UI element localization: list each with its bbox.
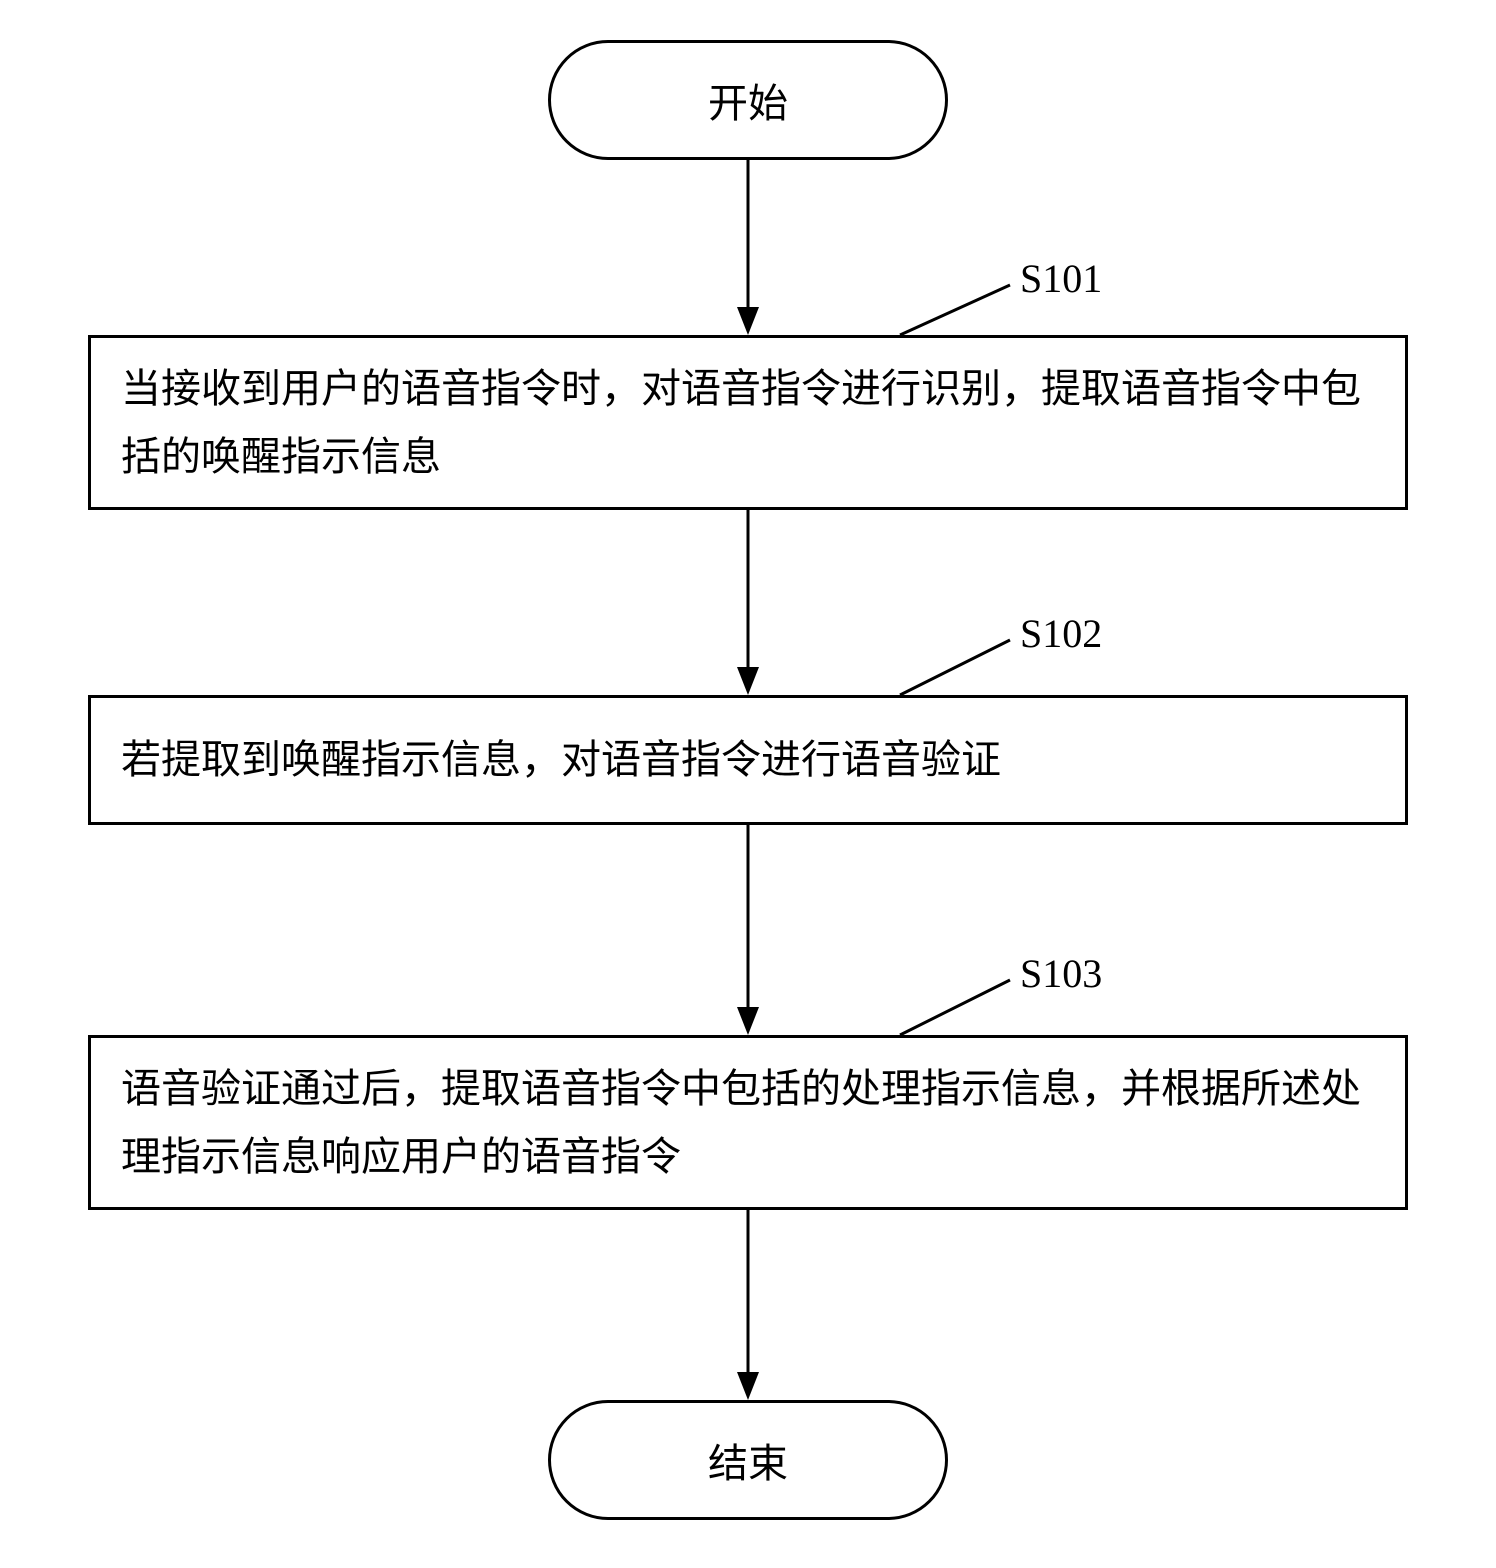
- terminal-start: 开始: [548, 40, 948, 160]
- label-s102: S102: [1020, 610, 1102, 657]
- arrow-start-s101: [736, 160, 760, 335]
- arrow-s101-s102: [736, 510, 760, 695]
- flowchart-canvas: 开始 S101 当接收到用户的语音指令时，对语音指令进行识别，提取语音指令中包括…: [0, 0, 1496, 1568]
- process-s101: 当接收到用户的语音指令时，对语音指令进行识别，提取语音指令中包括的唤醒指示信息: [88, 335, 1408, 510]
- process-s101-text: 当接收到用户的语音指令时，对语音指令进行识别，提取语音指令中包括的唤醒指示信息: [121, 355, 1375, 491]
- arrow-s102-s103: [736, 825, 760, 1035]
- process-s103-text: 语音验证通过后，提取语音指令中包括的处理指示信息，并根据所述处理指示信息响应用户…: [121, 1055, 1375, 1191]
- arrow-s103-end: [736, 1210, 760, 1400]
- terminal-start-label: 开始: [708, 71, 788, 129]
- terminal-end-label: 结束: [708, 1431, 788, 1489]
- process-s102-text: 若提取到唤醒指示信息，对语音指令进行语音验证: [121, 726, 1001, 794]
- label-s103: S103: [1020, 950, 1102, 997]
- terminal-end: 结束: [548, 1400, 948, 1520]
- process-s102: 若提取到唤醒指示信息，对语音指令进行语音验证: [88, 695, 1408, 825]
- leader-s102: [900, 630, 1020, 705]
- label-s101: S101: [1020, 255, 1102, 302]
- leader-s103: [900, 970, 1020, 1045]
- process-s103: 语音验证通过后，提取语音指令中包括的处理指示信息，并根据所述处理指示信息响应用户…: [88, 1035, 1408, 1210]
